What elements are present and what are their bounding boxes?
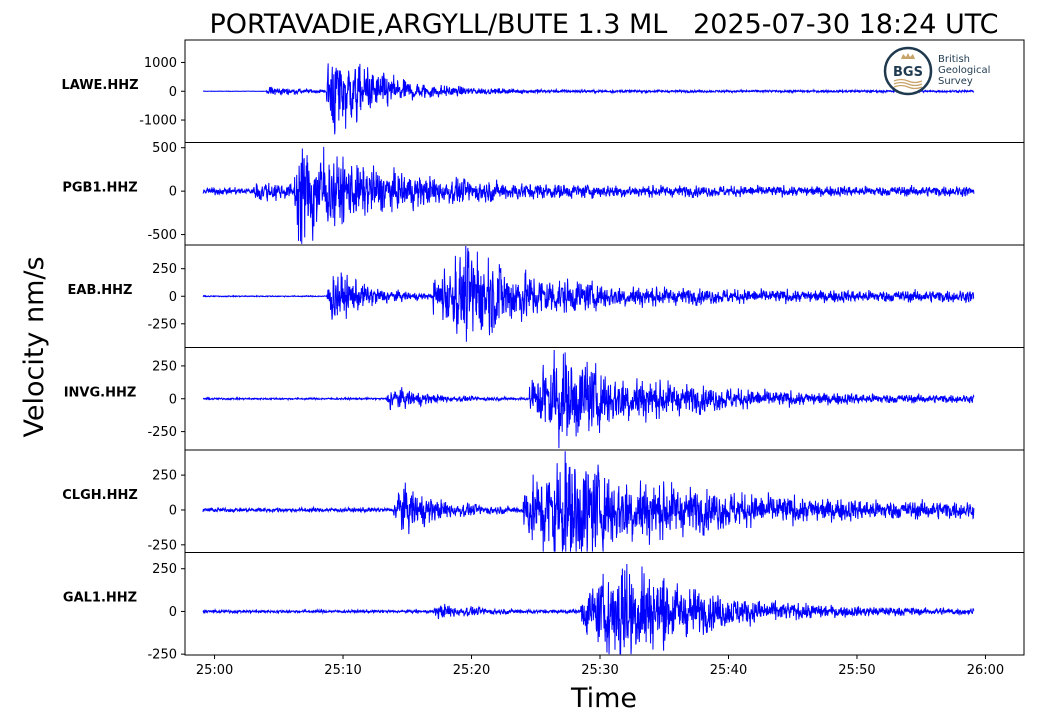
station-label: LAWE.HHZ: [61, 78, 138, 93]
trace-panel: 1000 0 -1000 LAWE.HHZ: [61, 39, 1025, 143]
y-tick-label: 0: [169, 392, 177, 407]
logo-text-line: Survey: [938, 76, 973, 87]
y-tick-label: 250: [152, 562, 177, 577]
x-tick-label: 25:00: [196, 663, 233, 678]
waveform-line: [202, 350, 975, 449]
waveform-line: [202, 564, 975, 655]
x-tick-label: 25:40: [710, 663, 747, 678]
logo-text-line: British: [938, 54, 970, 65]
trace-panel: 500 0 -500 PGB1.HHZ: [62, 141, 1025, 246]
trace-panel: 250 0 -250 GAL1.HHZ: [63, 552, 1025, 663]
waveform-line: [202, 63, 975, 135]
x-axis-label: Time: [570, 683, 637, 714]
x-axis: 25:00 25:10 25:20 25:30 25:40 25:50 26:00: [196, 655, 1004, 678]
y-tick-label: 0: [169, 185, 177, 200]
station-label: CLGH.HHZ: [62, 488, 138, 503]
logo-text-line: Geological: [938, 65, 990, 76]
y-tick-label: 0: [169, 290, 177, 305]
x-tick-label: 25:30: [581, 663, 618, 678]
panel-frame: [184, 552, 1025, 656]
y-axis-label: Velocity nm/s: [19, 256, 50, 437]
waveform-line: [202, 146, 975, 244]
station-label: EAB.HHZ: [68, 283, 133, 298]
logo-abbr: BGS: [893, 65, 923, 80]
x-tick-label: 26:00: [967, 663, 1004, 678]
trace-panel: 250 0 -250 EAB.HHZ: [68, 244, 1025, 348]
y-tick-label: 0: [169, 605, 177, 620]
logo-wave-mark: [893, 81, 923, 87]
logo-wave-mark: [893, 84, 923, 90]
y-tick-label: 0: [169, 85, 177, 100]
y-tick-label: 250: [152, 262, 177, 277]
y-tick-label: -250: [147, 425, 177, 440]
y-tick-label: -250: [147, 317, 177, 332]
crown-icon: [901, 53, 915, 59]
y-tick-label: -1000: [139, 114, 177, 129]
trace-panel: 250 0 -250 CLGH.HHZ: [62, 449, 1025, 553]
y-tick-label: 250: [152, 469, 177, 484]
waveform-line: [202, 451, 975, 552]
waveform-line: [202, 246, 975, 342]
y-tick-label: 500: [152, 141, 177, 156]
station-label: INVG.HHZ: [64, 386, 137, 401]
logo-wave-mark: [893, 78, 923, 84]
station-label: PGB1.HHZ: [62, 181, 137, 196]
y-tick-label: 1000: [144, 56, 177, 71]
x-tick-label: 25:10: [324, 663, 361, 678]
x-tick-label: 25:50: [838, 663, 875, 678]
y-tick-label: -500: [147, 228, 177, 243]
y-tick-label: -250: [147, 648, 177, 663]
y-tick-label: -250: [147, 538, 177, 553]
y-tick-label: 250: [152, 359, 177, 374]
chart-title: PORTAVADIE,ARGYLL/BUTE 1.3 ML 2025-07-30…: [210, 9, 999, 40]
x-tick-label: 25:20: [453, 663, 490, 678]
trace-panels: 1000 0 -1000 LAWE.HHZ 500 0 -500 PGB1.HHZ 250 0 -2…: [61, 39, 1025, 663]
station-label: GAL1.HHZ: [63, 591, 137, 606]
trace-panel: 250 0 -250 INVG.HHZ: [64, 347, 1025, 451]
y-tick-label: 0: [169, 503, 177, 518]
